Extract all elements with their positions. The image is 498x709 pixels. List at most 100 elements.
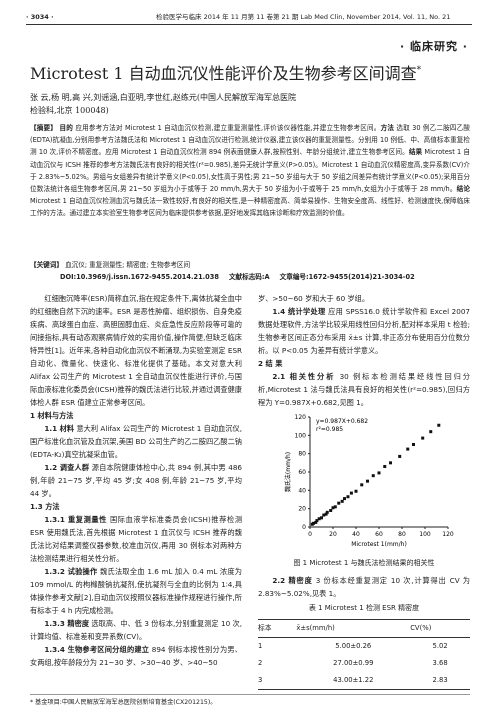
td: 5.02 — [432, 642, 448, 650]
paragraph-text: 意大利 Alifax 公司生产的 Microtest 1 自动血沉仪,国产标准化… — [30, 424, 242, 459]
y-tick-label: 120 — [295, 414, 307, 421]
abstract-text: 应用参考方法对 Microtest 1 自动血沉仪检测,建立重复测量性,评价该仪… — [75, 124, 381, 132]
paragraph: 1.3.1 重复测量性 国际血液学标准委员会(ICSH)推荐检测 ESR 使用魏… — [30, 513, 242, 565]
footnote: * 基金项目:中国人民解放军海军总医院创新培育基金(CX201215)。 — [30, 694, 470, 706]
point — [406, 447, 410, 451]
keywords-label: 【关键词】 — [30, 261, 63, 269]
abstract-label: 结论 — [456, 185, 471, 194]
table-header: 标本 x̄±s(mm/h) CV(%) — [258, 619, 470, 638]
article-title: Microtest 1 自动血沉仪性能评价及生物参考区间调查* — [30, 60, 470, 84]
section-label: · 临床研究 · — [399, 40, 468, 53]
figure-caption: 图 1 Microtest 1 与魏氏法检测结果的相关性 — [293, 559, 435, 567]
point — [324, 512, 328, 516]
r-squared: r²=0.985 — [316, 426, 343, 433]
x-tick-label: 60 — [375, 531, 383, 538]
paragraph-text: 源自本院健康体检中心,共 894 例,其中男 486 例,年龄 21~75 岁,… — [30, 463, 242, 498]
paragraph: 1.3.2 试验操作 魏氏法取全血 1.6 mL 加入 0.4 mL 浓度为 1… — [30, 565, 242, 617]
point — [429, 430, 433, 434]
y-tick-label: 20 — [298, 506, 306, 513]
paragraph-text: 魏氏法取全血 1.6 mL 加入 0.4 mL 浓度为 109 mmol/L 的… — [30, 567, 242, 615]
point — [383, 465, 387, 468]
equation: y=0.987X+0.682 — [316, 418, 368, 425]
point — [333, 505, 337, 509]
td: 3.68 — [432, 659, 448, 667]
heading: 1.3 方法 — [30, 502, 60, 511]
point — [311, 521, 315, 525]
authors: 张 云,杨 明,高 兴,刘谣涵,白亚明,李世红,赵练元(中国人民解放军海军总医院… — [30, 93, 297, 115]
table: 标本 x̄±s(mm/h) CV(%) 1 5.00±0.26 5.02 2 27.00±… — [258, 619, 470, 690]
point — [398, 454, 402, 458]
th: x̄±s(mm/h) — [296, 619, 411, 638]
article-number: 文章编号:1672-9455(2014)21-3034-02 — [279, 273, 415, 281]
x-tick-label: 0 — [308, 531, 312, 538]
running-header: · 3034 · 检验医学与临床 2014 年 11 月第 11 卷第 21 期… — [26, 10, 472, 25]
point — [340, 499, 344, 503]
heading: 1 材料与方法 — [30, 411, 74, 420]
title-mark: * — [416, 65, 422, 76]
table-row: 1 5.00±0.26 5.02 — [258, 638, 470, 656]
heading: 1.3.2 试验操作 — [44, 567, 98, 576]
point — [437, 423, 441, 427]
point — [360, 483, 364, 487]
page-number: · 3034 · — [26, 13, 54, 21]
point — [331, 506, 335, 510]
abstract-label: 结果 — [408, 148, 423, 157]
heading: 1.4 统计学处理 — [272, 307, 326, 316]
paragraph-text: 岁、>50~60 岁和大于 60 岁组。 — [258, 294, 370, 303]
keywords-text: 血沉仪; 重复测量性; 精密度; 生物参考区间 — [65, 261, 191, 269]
td: 1 — [258, 642, 263, 650]
point — [337, 501, 341, 505]
doc-code: 文献标志码:A — [228, 273, 270, 281]
point — [346, 495, 350, 499]
paragraph: 2.1 相关性分析 30 例标本检测结果经线性回归分析,Microtest 1 … — [258, 370, 470, 409]
table-row: 3 43.00±1.22 2.83 — [258, 672, 470, 690]
x-tick-label: 40 — [352, 531, 360, 538]
x-tick-label: 20 — [329, 531, 337, 538]
point — [314, 520, 318, 524]
y-tick-label: 0 — [302, 524, 306, 531]
right-text-after: 2.2 精密度 3 份标本经重复测定 10 次,计算得出 CV 为 2.83%~… — [258, 574, 470, 600]
point — [371, 474, 375, 478]
abstract-text: 选取 30 例乙二胺四乙酸(EDTA)抗凝血,分别用参考方法魏氏法和 Micro… — [30, 124, 471, 157]
title-text: Microtest 1 自动血沉仪性能评价及生物参考区间调查 — [30, 64, 417, 83]
paragraph: 1.3 方法 — [30, 500, 242, 513]
paragraph: 1.3.4 生物参考区间分组的建立 894 例标本按性别分为男、女两组,按年龄段… — [30, 643, 242, 669]
point — [366, 479, 369, 483]
point — [412, 443, 415, 446]
paragraph-text: 3 份标本经重复测定 10 次,计算得出 CV 为 2.83%~5.02%,见表… — [258, 576, 470, 598]
figure: 0 20 40 60 80 100 120 0 20 40 60 80 100 120 y=0.987X+0… — [284, 414, 454, 548]
y-tick-label: 100 — [295, 432, 307, 439]
heading: 2.2 精密度 — [272, 576, 313, 585]
td: 2.83 — [410, 672, 470, 690]
abstract-label: 【摘要】 目的 — [30, 124, 74, 132]
y-axis-label: 魏氏法(mm/h) — [284, 452, 292, 492]
td: 5.00±0.26 — [335, 642, 372, 650]
point — [329, 509, 333, 512]
th: CV(%) — [410, 619, 470, 638]
heading: 2 结 果 — [258, 359, 283, 368]
paragraph-text: 894 例标本按性别分为男、女两组,按年龄段分为 21~30 岁、>30~40 … — [30, 645, 242, 667]
table-row: 2 27.00±0.99 3.68 — [258, 655, 470, 672]
abstract-label: 方法 — [380, 124, 395, 132]
point — [317, 517, 321, 521]
doi-line: DOI:10.3969/j.issn.1672-9455.2014.21.038… — [60, 271, 480, 281]
td: 3 — [258, 672, 297, 690]
th: 标本 — [258, 619, 297, 638]
table-title: 表 1 Microtest 1 检测 ESR 精密度 — [308, 604, 420, 612]
point — [343, 497, 346, 501]
td: 43.00±1.22 — [296, 672, 411, 690]
paragraph: 1.3.3 精密度 选取高、中、低 3 份标本,分别重复测定 10 次,计算均值… — [30, 617, 242, 643]
heading: 2.1 相关性分析 — [272, 372, 336, 381]
point — [421, 436, 425, 440]
td: 27.00±0.99 — [333, 659, 374, 667]
td: 2 — [258, 659, 263, 667]
point — [320, 516, 323, 520]
paragraph-text: 选取高、中、低 3 份标本,分别重复测定 10 次,计算均值、标准差和变异系数(… — [30, 619, 242, 641]
paragraph-text: 红细胞沉降率(ESR)简称血沉,指在规定条件下,离体抗凝全血中的红细胞自然下沉的… — [30, 294, 242, 407]
x-tick-label: 100 — [419, 531, 431, 538]
right-text: 岁、>50~60 岁和大于 60 岁组。 1.4 统计学处理 应用 SPSS16.… — [258, 292, 470, 409]
point — [322, 513, 326, 517]
keywords: 【关键词】 血沉仪; 重复测量性; 精密度; 生物参考区间 — [30, 259, 470, 269]
x-tick-label: 120 — [442, 531, 454, 538]
